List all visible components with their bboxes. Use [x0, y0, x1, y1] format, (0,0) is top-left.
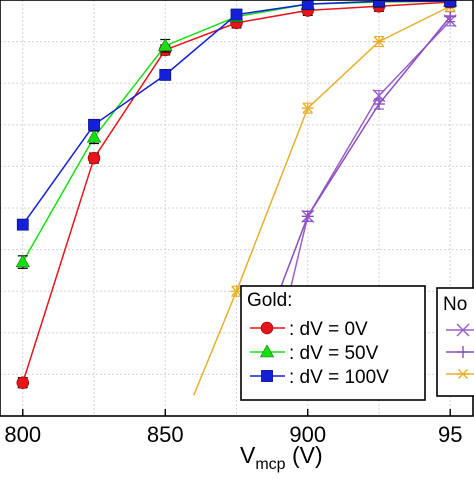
marker-square [444, 0, 457, 8]
x-axis-title-main: V [240, 442, 256, 468]
legend-no-title: No [443, 294, 467, 315]
x-axis-title-unit: (V) [286, 442, 323, 468]
marker-square [16, 218, 29, 231]
x-tick-label: 95 [438, 422, 462, 447]
marker-star-stroke [373, 36, 384, 47]
marker-square [88, 118, 100, 131]
series-gold-square [16, 0, 457, 231]
legend-label: : dV = 100V [289, 367, 389, 388]
legend-gold: Gold: : dV = 0V : dV = 50V : dV = 100V [240, 285, 426, 401]
legend-no-entry [446, 369, 474, 379]
marker-triangle [259, 344, 275, 358]
legend-gold-entry: : dV = 50V [250, 343, 379, 364]
marker-star-stroke [231, 286, 242, 297]
marker-circle [16, 376, 30, 389]
legend-gold-entry: : dV = 0V [250, 319, 368, 340]
marker-star-stroke [458, 369, 468, 379]
legend-no-entry [446, 346, 474, 358]
marker-square [230, 8, 243, 21]
marker-square [301, 0, 314, 11]
legend-gold-entry: : dV = 100V [250, 367, 389, 388]
marker-star-stroke [302, 103, 313, 114]
marker-circle [87, 151, 101, 165]
marker-circle [260, 321, 274, 335]
legend-no: No [436, 287, 474, 397]
marker-triangle [15, 254, 30, 268]
x-axis-title: Vmcp (V) [240, 442, 323, 473]
legend-gold-title: Gold: [247, 290, 292, 311]
plot-frame [0, 0, 474, 417]
legend-gold-items: : dV = 0V : dV = 50V : dV = 100V [250, 319, 389, 388]
x-tick-labels: 800 850 900 95 [4, 409, 462, 447]
x-tick-label: 900 [289, 422, 326, 447]
marker-square [261, 370, 273, 382]
series-layer [15, 0, 458, 396]
legend-no-entry [446, 323, 474, 337]
legend-no-items [446, 323, 474, 379]
marker-x-stroke [372, 89, 386, 103]
x-axis-title-sub: mcp [255, 456, 285, 473]
legend-label: : dV = 0V [289, 319, 368, 340]
x-tick-label: 850 [147, 422, 184, 447]
marker-x-stroke [456, 323, 470, 337]
marker-triangle [86, 129, 102, 143]
legend-label: : dV = 50V [289, 343, 379, 364]
marker-triangle [158, 38, 173, 51]
x-tick-label: 800 [4, 422, 41, 447]
marker-square [159, 68, 172, 81]
marker-square [373, 0, 385, 8]
